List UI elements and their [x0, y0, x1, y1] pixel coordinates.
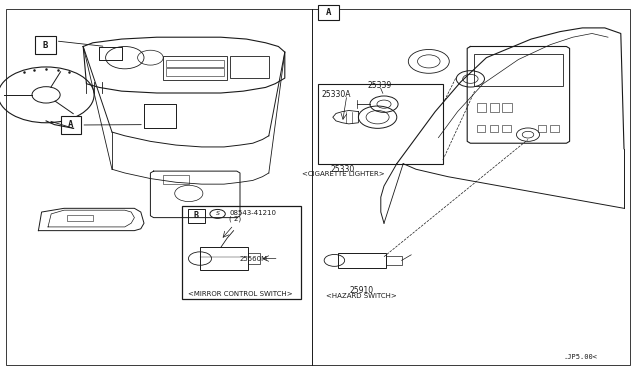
Text: B: B [194, 211, 199, 220]
Bar [477, 125, 485, 132]
Text: S: S [216, 211, 220, 217]
Text: 25330A: 25330A [321, 90, 351, 99]
Bar [318, 5, 339, 20]
Text: <MIRROR CONTROL SWITCH>: <MIRROR CONTROL SWITCH> [188, 291, 292, 297]
Bar [318, 84, 443, 164]
Bar [182, 206, 301, 299]
Bar [163, 56, 227, 80]
Bar [550, 125, 559, 132]
Text: 25339: 25339 [368, 81, 392, 90]
Bar [538, 125, 546, 132]
Bar [35, 36, 56, 54]
Bar [490, 125, 498, 132]
Bar [502, 103, 512, 112]
Text: B: B [43, 41, 48, 49]
Bar [200, 247, 248, 270]
Text: 25330: 25330 [331, 165, 355, 174]
Bar [61, 116, 81, 134]
Text: A: A [68, 121, 74, 129]
Text: ( 2): ( 2) [229, 215, 241, 222]
Text: A: A [326, 8, 331, 17]
Bar [230, 56, 269, 78]
Text: .JP5.00<: .JP5.00< [563, 354, 597, 360]
Bar [474, 54, 563, 86]
Text: 25560M: 25560M [240, 256, 268, 262]
Bar [338, 253, 385, 268]
Bar [67, 215, 93, 221]
Bar [502, 125, 511, 132]
Bar [490, 103, 499, 112]
Text: 08543-41210: 08543-41210 [229, 210, 276, 216]
Text: 25910: 25910 [349, 286, 374, 295]
Bar [477, 103, 486, 112]
Text: <CIGARETTE LIGHTER>: <CIGARETTE LIGHTER> [301, 171, 385, 177]
Bar [248, 253, 260, 264]
Bar [188, 209, 205, 223]
Text: <HAZARD SWITCH>: <HAZARD SWITCH> [326, 293, 397, 299]
Bar [166, 60, 224, 67]
Bar [166, 68, 224, 76]
Bar [385, 256, 402, 265]
Bar [163, 175, 189, 184]
